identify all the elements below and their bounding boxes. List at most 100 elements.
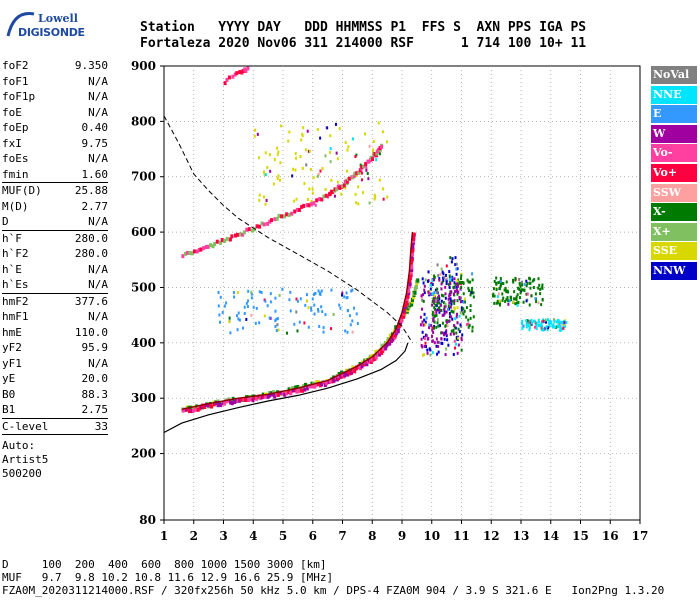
spread-core-point: [424, 323, 427, 327]
spread-magenta-point: [419, 315, 422, 319]
second-hop-trace-point: [242, 230, 246, 235]
third-hop-trace-point: [227, 75, 231, 80]
spread-green-point: [439, 272, 442, 276]
param-row: foEs N/A: [2, 151, 108, 167]
spread-magenta-point: [460, 338, 463, 342]
far-spread-green-point: [518, 277, 521, 281]
spread-green-point: [438, 301, 441, 305]
high-scatter-point: [336, 180, 339, 184]
x-tick-label: 8: [368, 529, 376, 543]
far-spread-green-point: [492, 287, 495, 291]
high-scatter-point: [278, 178, 281, 182]
legend-item: NNW: [651, 261, 697, 280]
second-hop-trace-point: [343, 179, 347, 184]
E-echo-band-point: [314, 291, 317, 295]
ordinary-trace-point: [229, 400, 233, 405]
high-scatter-point: [307, 149, 310, 153]
spread-magenta-point: [456, 284, 459, 288]
far-spread-cyan-point: [532, 319, 535, 323]
spread-magenta-point: [436, 340, 439, 344]
E-echo-band-point: [355, 312, 358, 316]
ordinary-trace-point: [253, 396, 257, 401]
spread-core-point: [455, 262, 458, 266]
ordinary-trace-point: [196, 407, 200, 412]
spread-magenta-point: [441, 313, 444, 317]
far-spread-green-point: [534, 297, 537, 301]
E-echo-band-point: [307, 325, 310, 329]
spread-core-point: [421, 330, 424, 334]
ordinary-trace-point: [346, 372, 350, 377]
param-name: h`F2: [2, 247, 29, 260]
far-spread-green-point: [517, 286, 520, 290]
param-row: foF1 N/A: [2, 74, 108, 90]
spread-green-point: [470, 289, 473, 293]
spread-core-point: [444, 296, 447, 300]
far-spread-green-point: [502, 296, 505, 300]
ordinary-trace-point: [384, 346, 388, 351]
ordinary-trace-point: [227, 398, 231, 403]
param-row: h`F 280.0: [2, 229, 108, 247]
high-scatter-point: [347, 145, 350, 149]
second-hop-trace-point: [309, 202, 313, 207]
ordinary-trace-point: [255, 396, 259, 401]
ordinary-trace-point: [214, 401, 218, 406]
y-tick-label: 200: [131, 447, 156, 461]
param-value: 9.75: [81, 136, 109, 150]
second-hop-trace-point: [270, 218, 274, 223]
second-hop-trace-point: [195, 249, 199, 254]
extraordinary-trace-point: [380, 343, 384, 348]
far-spread-cyan-point: [547, 326, 550, 330]
far-spread-green-point: [495, 301, 498, 305]
spread-green-point: [462, 292, 465, 296]
spread-green-point: [450, 329, 453, 333]
ordinary-trace-point: [410, 267, 414, 272]
second-hop-trace-point: [287, 212, 291, 217]
far-spread-cyan-point: [525, 319, 528, 323]
high-scatter-point: [368, 144, 371, 148]
spread-core-point: [435, 344, 438, 348]
ordinary-trace-point: [301, 388, 305, 393]
far-spread-green-point: [504, 299, 507, 303]
spread-green-point: [436, 321, 439, 325]
far-spread-cyan-point: [560, 321, 563, 325]
spread-magenta-point: [443, 312, 446, 316]
high-scatter-point: [382, 197, 385, 201]
spread-core-point: [431, 282, 434, 286]
y-tick-label: 800: [131, 114, 156, 128]
ordinary-trace-point: [409, 272, 413, 277]
spread-core-point: [444, 273, 447, 277]
spread-green-point: [441, 321, 444, 325]
param-value: N/A: [88, 90, 108, 103]
high-scatter-point: [258, 198, 261, 202]
plot-frame: [163, 65, 641, 521]
spread-green-point: [441, 280, 444, 284]
E-echo-band-point: [343, 295, 346, 299]
far-spread-green-point: [493, 301, 496, 305]
high-scatter-point: [306, 197, 309, 201]
second-hop-trace-point: [215, 239, 219, 244]
E-echo-band-point: [351, 319, 354, 323]
E-echo-band-point: [219, 295, 222, 299]
high-scatter-point: [367, 177, 370, 181]
extraordinary-trace-point: [416, 278, 420, 283]
spread-magenta-point: [456, 306, 459, 310]
spread-core-point: [442, 276, 445, 280]
E-echo-band-point: [317, 289, 320, 293]
param-name: fxI: [2, 136, 22, 150]
far-spread-green-point: [520, 289, 523, 293]
high-scatter-point: [335, 151, 338, 155]
x-tick-label: 16: [602, 529, 619, 543]
high-scatter-point: [309, 167, 312, 171]
spread-core-point: [436, 318, 439, 322]
ordinary-trace-point: [396, 327, 400, 332]
high-scatter-point: [346, 148, 349, 152]
legend-item: SSE: [651, 242, 697, 261]
spread-core-point: [445, 264, 448, 268]
E-echo-band-point: [338, 303, 341, 307]
second-hop-trace-point: [307, 203, 311, 208]
second-hop-trace-point: [333, 187, 337, 192]
far-spread-cyan-point: [546, 328, 549, 332]
high-scatter-point: [280, 124, 283, 128]
spread-core-point: [423, 318, 426, 322]
far-spread-cyan-point: [540, 326, 543, 330]
